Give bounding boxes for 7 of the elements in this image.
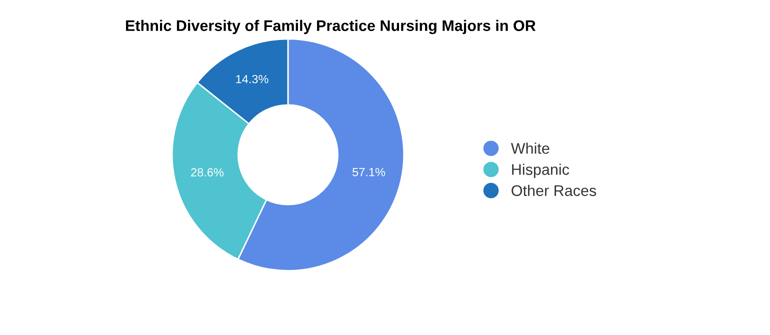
chart-title: Ethnic Diversity of Family Practice Nursing Majors in OR: [126, 20, 536, 34]
legend-label: Other Races: [512, 184, 596, 196]
data-label: 57.1%: [352, 168, 386, 176]
legend-label: Hispanic: [512, 164, 570, 178]
data-label: 28.6%: [191, 168, 224, 177]
data-label: 14.3%: [236, 74, 268, 84]
legend-label: White: [510, 142, 550, 154]
